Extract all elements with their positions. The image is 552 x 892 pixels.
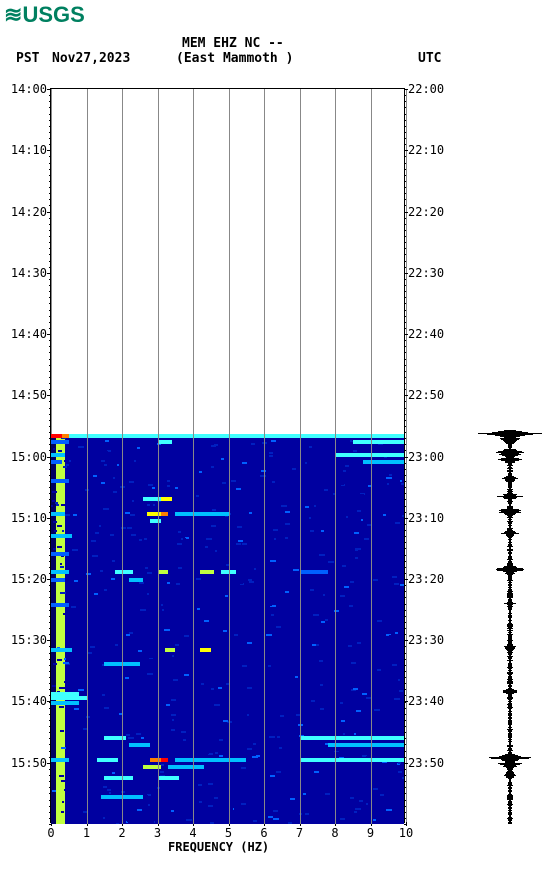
y-left-tick-label: 14:50: [11, 388, 47, 402]
x-axis-label: FREQUENCY (HZ): [168, 840, 269, 854]
logo-wave-icon: ≋: [4, 2, 16, 28]
y-right-tick-label: 22:50: [408, 388, 444, 402]
x-tick-label: 6: [260, 826, 267, 840]
station-subtitle: (East Mammoth ): [176, 51, 293, 66]
y-right-tick-label: 23:10: [408, 511, 444, 525]
y-right-tick-label: 22:40: [408, 327, 444, 341]
x-tick-label: 9: [367, 826, 374, 840]
x-tick-label: 7: [296, 826, 303, 840]
station-title: MEM EHZ NC --: [182, 36, 284, 51]
x-tick-label: 8: [331, 826, 338, 840]
y-left-tick-label: 14:20: [11, 205, 47, 219]
tz-left-label: PST: [16, 51, 39, 66]
y-left-tick-label: 14:30: [11, 266, 47, 280]
y-left-tick-label: 15:00: [11, 450, 47, 464]
spectrogram-data: [51, 434, 404, 824]
y-right-tick-label: 23:20: [408, 572, 444, 586]
x-tick-label: 10: [399, 826, 413, 840]
seismogram-trace: [480, 88, 540, 823]
tz-right-label: UTC: [418, 51, 441, 66]
logo-text: USGS: [22, 2, 84, 28]
y-right-tick-label: 22:30: [408, 266, 444, 280]
x-tick-label: 3: [154, 826, 161, 840]
y-right-tick-label: 23:00: [408, 450, 444, 464]
y-right-tick-label: 22:00: [408, 82, 444, 96]
y-left-tick-label: 14:10: [11, 143, 47, 157]
y-left-tick-label: 15:20: [11, 572, 47, 586]
y-left-tick-label: 15:50: [11, 756, 47, 770]
x-tick-label: 0: [47, 826, 54, 840]
y-right-tick-label: 22:10: [408, 143, 444, 157]
y-left-tick-label: 15:30: [11, 633, 47, 647]
y-left-tick-label: 15:10: [11, 511, 47, 525]
y-right-tick-label: 23:40: [408, 694, 444, 708]
spectrogram-plot: 01234567891014:0014:1014:2014:3014:4014:…: [50, 88, 405, 823]
y-right-tick-label: 23:30: [408, 633, 444, 647]
y-right-tick-label: 23:50: [408, 756, 444, 770]
y-left-tick-label: 14:00: [11, 82, 47, 96]
x-tick-label: 2: [118, 826, 125, 840]
gridline: [406, 89, 407, 822]
x-tick-label: 4: [189, 826, 196, 840]
y-left-tick-label: 15:40: [11, 694, 47, 708]
usgs-logo: ≋ USGS: [4, 2, 85, 28]
x-tick-label: 5: [225, 826, 232, 840]
y-left-tick-label: 14:40: [11, 327, 47, 341]
y-right-tick-label: 22:20: [408, 205, 444, 219]
x-tick-label: 1: [83, 826, 90, 840]
date-label: Nov27,2023: [52, 51, 130, 66]
